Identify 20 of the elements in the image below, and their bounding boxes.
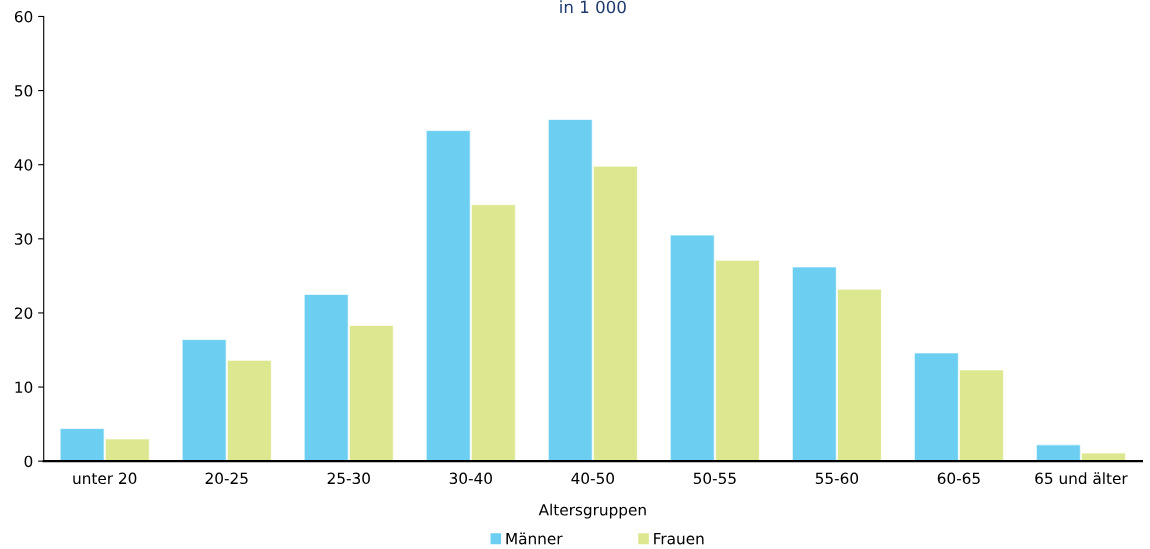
y-tick-label: 50 xyxy=(15,85,33,97)
y-tick-label: 10 xyxy=(15,381,33,394)
x-tick-label: 50-55 xyxy=(693,472,736,485)
chart-title: in 1 000 xyxy=(560,0,626,14)
x-tick-label: 25-30 xyxy=(327,472,370,485)
y-tick-label: 0 xyxy=(24,455,33,468)
legend-label: Frauen xyxy=(654,533,704,545)
x-axis-title: Altersgruppen xyxy=(538,503,646,519)
x-tick-label: 55-60 xyxy=(815,472,859,485)
legend-label: Männer xyxy=(506,532,563,545)
y-tick-label: 40 xyxy=(14,159,33,171)
x-tick-label: 30-40 xyxy=(449,472,492,485)
y-tick-label: 60 xyxy=(14,10,33,23)
x-tick-label: 60-65 xyxy=(937,472,980,485)
x-tick-label: 40-50 xyxy=(571,472,615,485)
x-tick-label: 65 und älter xyxy=(1035,472,1128,485)
y-tick-label: 20 xyxy=(14,307,33,319)
y-tick-label: 30 xyxy=(15,233,33,245)
x-tick-label: unter 20 xyxy=(73,472,137,485)
x-tick-label: 20-25 xyxy=(205,472,248,485)
